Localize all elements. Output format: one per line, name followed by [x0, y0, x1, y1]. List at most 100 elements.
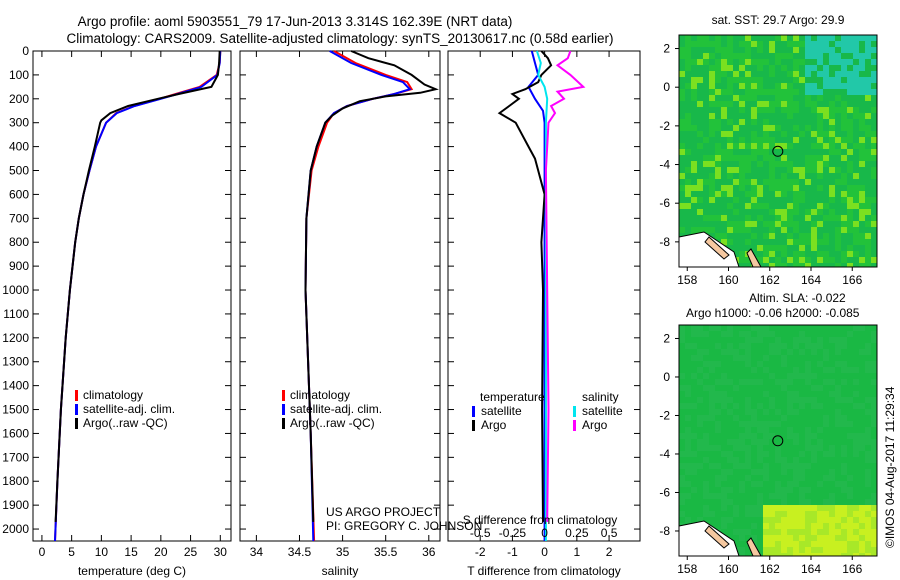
map-cell — [841, 41, 847, 47]
map-cell — [691, 469, 697, 475]
map-cell — [793, 197, 799, 203]
map-cell — [721, 433, 727, 439]
map-cell — [793, 35, 799, 41]
map-cell — [739, 173, 745, 179]
s-tick-label: 0.5 — [601, 526, 618, 540]
map-cell — [811, 233, 817, 239]
map-cell — [841, 125, 847, 131]
map-cell — [703, 469, 709, 475]
map-cell — [745, 89, 751, 95]
map-cell — [781, 511, 787, 517]
map-cell — [805, 511, 811, 517]
map-cell — [703, 457, 709, 463]
map-cell — [715, 457, 721, 463]
map-cell — [745, 53, 751, 59]
map-cell — [763, 361, 769, 367]
map-cell — [745, 209, 751, 215]
map-cell — [691, 227, 697, 233]
map-cell — [679, 499, 685, 505]
map-cell — [859, 463, 865, 469]
map-cell — [817, 373, 823, 379]
map-cell — [685, 451, 691, 457]
map-cell — [799, 331, 805, 337]
map-cell — [871, 197, 877, 203]
lat-tick-label: -6 — [659, 485, 670, 499]
map-cell — [763, 463, 769, 469]
map-cell — [709, 107, 715, 113]
map-cell — [769, 349, 775, 355]
map-cell — [739, 523, 745, 529]
map-cell — [865, 487, 871, 493]
map-cell — [787, 517, 793, 523]
map-cell — [769, 125, 775, 131]
map-cell — [733, 439, 739, 445]
map-cell — [817, 95, 823, 101]
map-cell — [727, 469, 733, 475]
map-cell — [805, 41, 811, 47]
map-cell — [841, 203, 847, 209]
map-cell — [709, 421, 715, 427]
map-cell — [793, 385, 799, 391]
map-cell — [865, 547, 871, 553]
map-cell — [721, 155, 727, 161]
map-cell — [793, 65, 799, 71]
map-cell — [715, 197, 721, 203]
map-cell — [769, 143, 775, 149]
map-cell — [739, 107, 745, 113]
map-cell — [835, 505, 841, 511]
map-cell — [841, 475, 847, 481]
map-cell — [751, 499, 757, 505]
map-cell — [751, 493, 757, 499]
map-cell — [835, 101, 841, 107]
map-cell — [835, 53, 841, 59]
y-tick-label: 1700 — [2, 450, 29, 464]
map-cell — [745, 47, 751, 53]
map-cell — [805, 179, 811, 185]
map-cell — [853, 547, 859, 553]
map-cell — [865, 191, 871, 197]
map-cell — [739, 191, 745, 197]
map-cell — [775, 185, 781, 191]
map-cell — [799, 221, 805, 227]
map-cell — [757, 89, 763, 95]
map-cell — [745, 83, 751, 89]
map-cell — [853, 119, 859, 125]
map-cell — [757, 65, 763, 71]
map-cell — [835, 457, 841, 463]
y-tick-label: 300 — [9, 116, 29, 130]
map-cell — [691, 65, 697, 71]
map-cell — [859, 481, 865, 487]
title-line-2: Climatology: CARS2009. Satellite-adjuste… — [66, 31, 613, 46]
map-cell — [805, 373, 811, 379]
title-line-1: Argo profile: aoml 5903551_79 17-Jun-201… — [78, 14, 513, 29]
map-cell — [811, 173, 817, 179]
map-cell — [691, 517, 697, 523]
map-cell — [703, 439, 709, 445]
map-cell — [847, 427, 853, 433]
map-cell — [799, 511, 805, 517]
map-cell — [697, 355, 703, 361]
map-cell — [859, 209, 865, 215]
map-cell — [799, 197, 805, 203]
map-cell — [715, 131, 721, 137]
map-cell — [757, 415, 763, 421]
map-cell — [847, 65, 853, 71]
map-cell — [823, 227, 829, 233]
map-cell — [751, 397, 757, 403]
map-cell — [685, 457, 691, 463]
map-cell — [847, 155, 853, 161]
map-cell — [769, 433, 775, 439]
map-cell — [733, 325, 739, 331]
map-cell — [751, 83, 757, 89]
map-cell — [763, 227, 769, 233]
map-cell — [787, 257, 793, 263]
map-cell — [775, 427, 781, 433]
map-cell — [763, 125, 769, 131]
map-cell — [793, 469, 799, 475]
map-cell — [757, 77, 763, 83]
map-cell — [715, 173, 721, 179]
map-cell — [769, 149, 775, 155]
map-cell — [679, 191, 685, 197]
map-cell — [793, 137, 799, 143]
map-cell — [835, 113, 841, 119]
